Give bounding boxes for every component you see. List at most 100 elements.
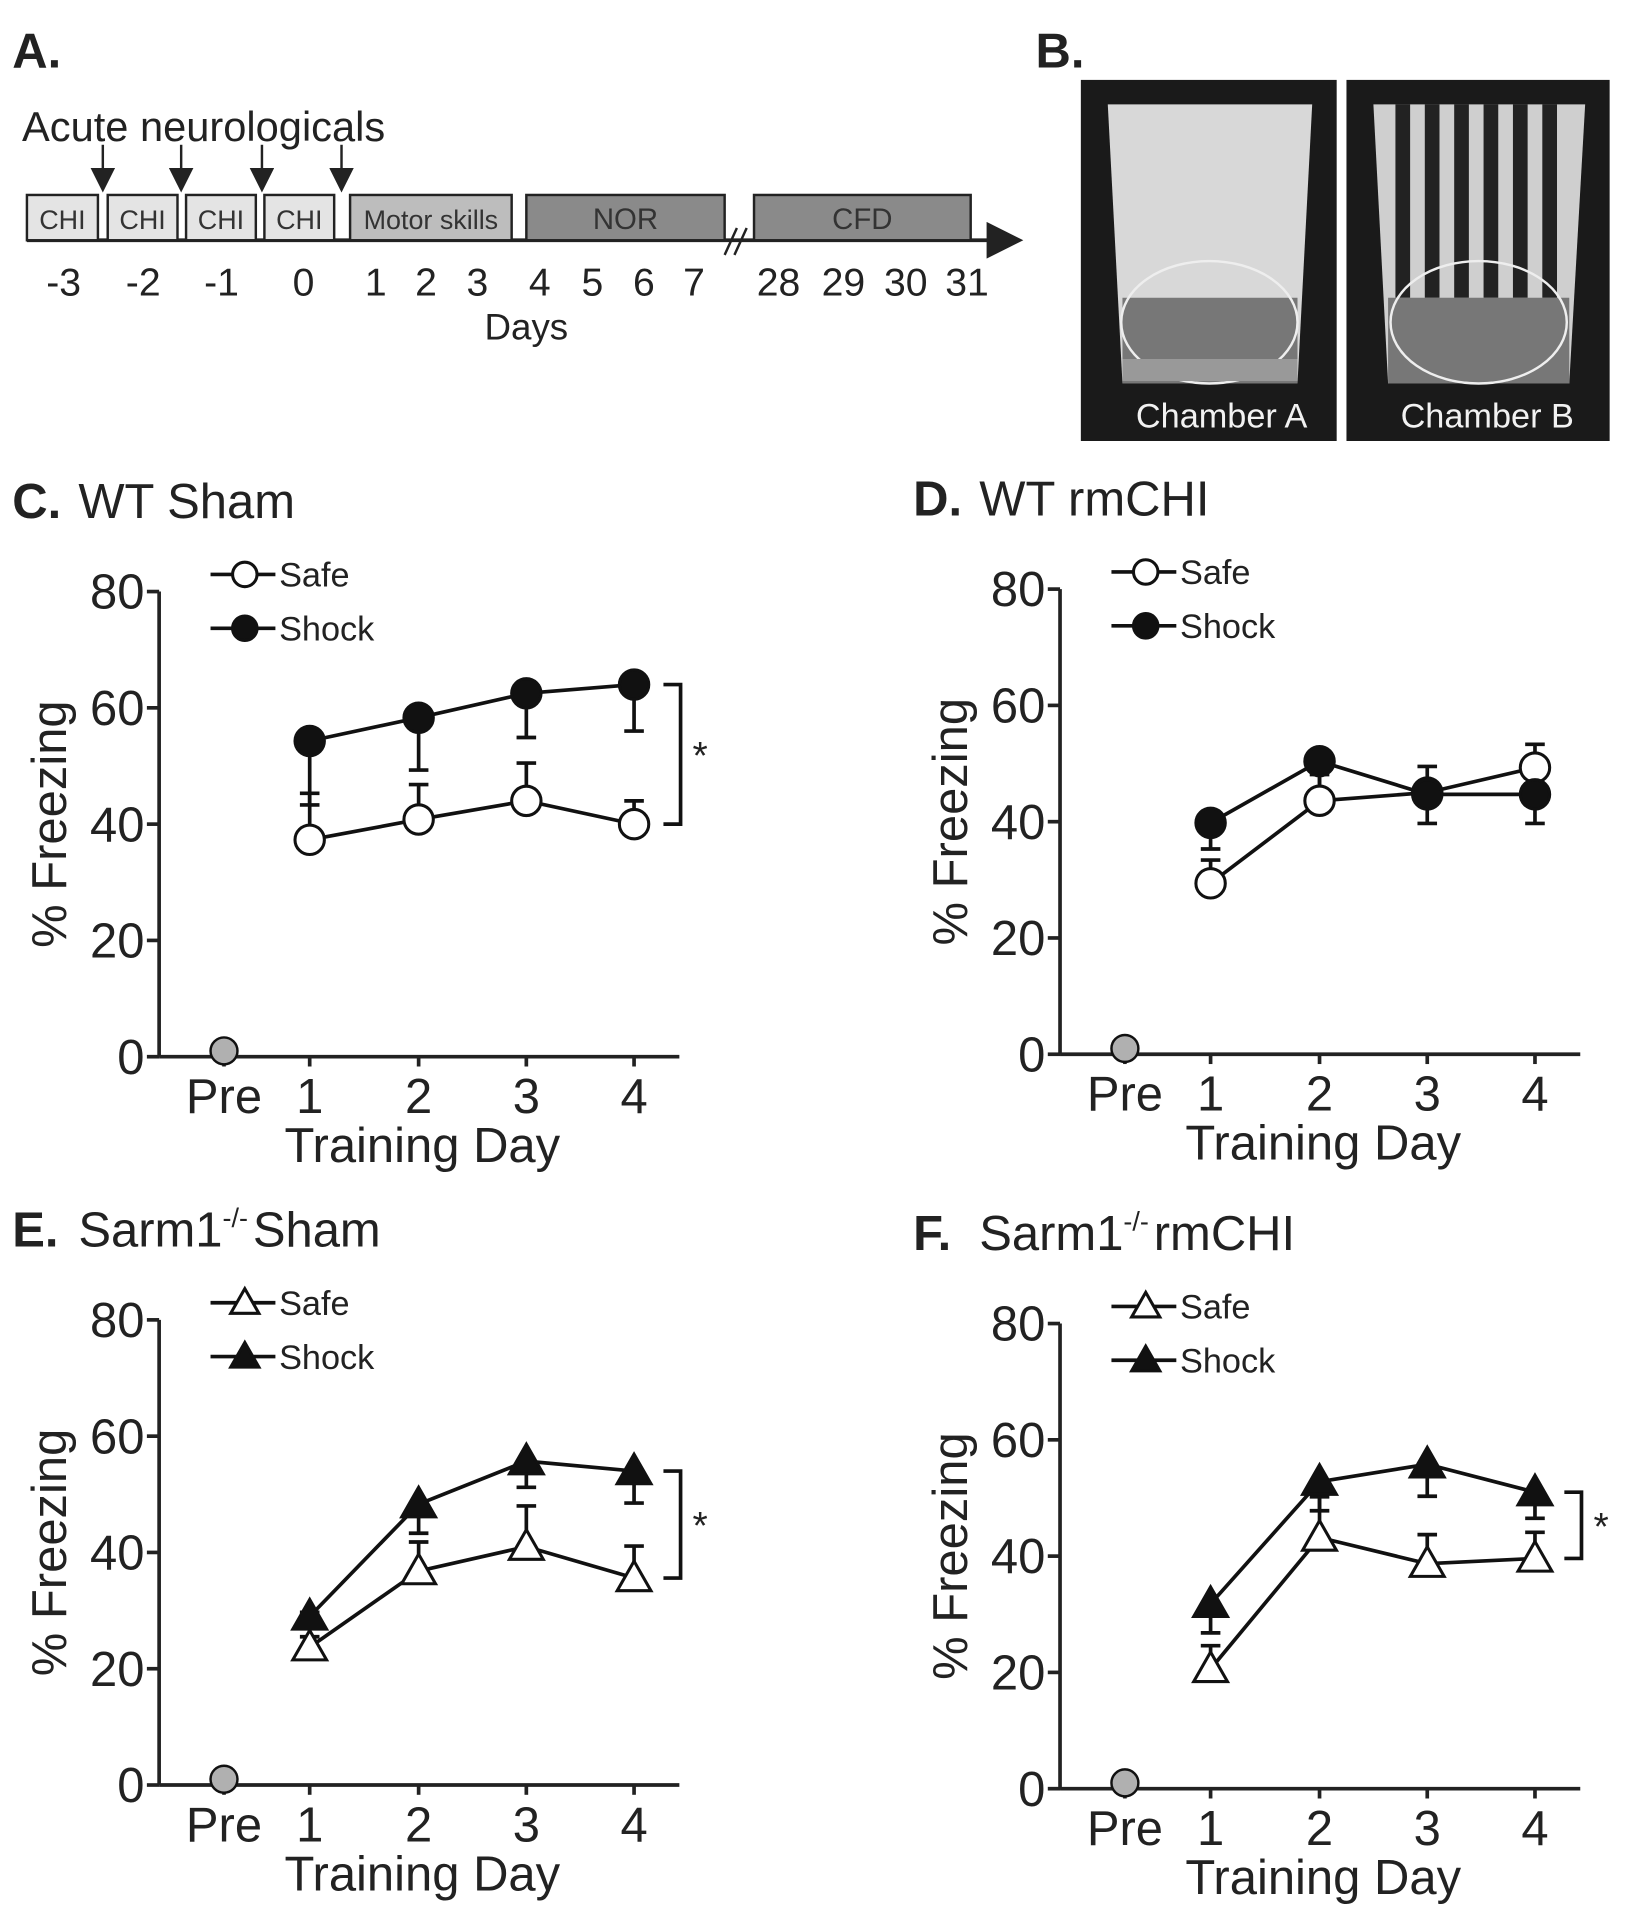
photo-panel: B. Chamber A Chamber B xyxy=(1036,25,1610,441)
day-label: 3 xyxy=(466,261,488,304)
y-tick-label: 0 xyxy=(1018,1763,1045,1817)
data-point xyxy=(1191,1583,1231,1618)
series-line xyxy=(308,1544,635,1649)
data-point xyxy=(231,560,259,589)
data-point xyxy=(614,1558,654,1593)
chart: D. WT rmCHI 0 20 40 60 80 Pre 1 2 3 4 % Freezing Trai… xyxy=(913,473,1581,1171)
x-tick-label: 3 xyxy=(513,1798,540,1852)
y-tick-label: 0 xyxy=(1018,1028,1045,1082)
significance-bracket xyxy=(1564,1490,1584,1561)
legend-label: Shock xyxy=(1180,1343,1276,1381)
day-label: 1 xyxy=(365,261,387,304)
chart: E. Sarm1-/- Sham 0 20 40 60 80 Pre 1 2 3 4 % Freezing… xyxy=(12,1203,708,1901)
day-label: 7 xyxy=(683,261,705,304)
y-tick-label: 40 xyxy=(991,796,1045,850)
series-line xyxy=(309,682,635,743)
data-point xyxy=(290,1627,330,1662)
y-axis-label: % Freezing xyxy=(924,698,978,946)
y-tick-label: 40 xyxy=(991,1530,1045,1584)
x-tick-label: 3 xyxy=(1414,1802,1441,1856)
day-label: 0 xyxy=(293,261,315,304)
y-tick-label: 20 xyxy=(991,1647,1045,1701)
day-label: 5 xyxy=(582,261,604,304)
data-point xyxy=(510,784,543,818)
data-point xyxy=(1194,867,1227,900)
data-point xyxy=(1303,744,1336,778)
y-tick-label: 20 xyxy=(90,1643,144,1697)
y-tick-label: 80 xyxy=(991,1298,1045,1352)
title-part: rmCHI xyxy=(1154,1207,1295,1261)
timeline-box xyxy=(752,193,972,242)
photo-chamber-a xyxy=(1080,79,1337,441)
timeline-days: -3 -2 -1 0 1 2 3 4 5 6 7 28 29 30 31 xyxy=(46,261,989,304)
title-part: -/- xyxy=(223,1203,248,1233)
series-line xyxy=(308,1459,635,1618)
y-axis-label: % Freezing xyxy=(23,1429,77,1677)
timeline-box xyxy=(348,193,513,242)
x-tick-label: Pre xyxy=(1087,1802,1163,1856)
data-point xyxy=(1407,1543,1447,1578)
data-point xyxy=(1303,784,1336,817)
significance-label: * xyxy=(693,1505,708,1548)
significance-bracket xyxy=(663,682,683,826)
data-point xyxy=(617,668,651,701)
data-point xyxy=(1300,1461,1340,1496)
x-tick-label: 4 xyxy=(620,1070,647,1124)
legend-label: Shock xyxy=(279,611,375,649)
axis-label: Days xyxy=(485,306,569,347)
y-tick-label: 80 xyxy=(90,566,144,620)
data-point xyxy=(293,724,326,758)
series-line xyxy=(1209,1462,1536,1606)
data-point xyxy=(510,677,543,710)
timeline-boxes: CHI CHI CHI CHI Motor skills NOR CFD xyxy=(25,193,972,242)
panel-label: F. xyxy=(913,1207,951,1261)
significance-label: * xyxy=(693,735,708,778)
day-label: -3 xyxy=(46,261,81,304)
photo-caption: Chamber A xyxy=(1136,398,1308,436)
series-line xyxy=(1209,765,1536,885)
legend-label: Safe xyxy=(1180,1289,1251,1327)
y-tick-label: 60 xyxy=(90,1410,144,1464)
series-line xyxy=(1209,759,1535,825)
day-label: 29 xyxy=(822,261,866,304)
injury-arrows xyxy=(90,144,354,193)
x-axis-label: Training Day xyxy=(284,1119,560,1173)
data-point xyxy=(1129,1289,1163,1319)
x-tick-label: 1 xyxy=(1197,1068,1224,1122)
data-point xyxy=(614,1451,654,1486)
title-part: Sham xyxy=(253,1203,381,1257)
day-label: -2 xyxy=(126,261,161,304)
data-point xyxy=(1131,558,1160,586)
timeline-box-label: CHI xyxy=(276,205,322,235)
data-point xyxy=(209,1764,239,1794)
y-tick-label: 60 xyxy=(991,1414,1045,1468)
axis-break xyxy=(723,227,748,256)
title-part: Sarm1 xyxy=(78,1203,222,1257)
data-point xyxy=(1411,778,1444,811)
data-point xyxy=(1407,1444,1447,1479)
day-label: -1 xyxy=(204,261,239,304)
chart-title: WT Sham xyxy=(78,475,295,529)
timeline-box xyxy=(25,193,100,242)
x-tick-label: 1 xyxy=(296,1798,323,1852)
data-point xyxy=(402,803,435,836)
timeline-box xyxy=(525,193,726,242)
y-tick-label: 60 xyxy=(90,682,144,736)
timeline-box-label: CHI xyxy=(119,205,165,235)
x-tick-label: 3 xyxy=(513,1070,540,1124)
day-label: 2 xyxy=(415,261,437,304)
data-point xyxy=(1194,806,1227,840)
timeline-heading: Acute neurologicals xyxy=(22,103,385,150)
data-point xyxy=(399,1551,439,1586)
chart: F. Sarm1-/- rmCHI 0 20 40 60 80 Pre 1 2 3 4 % Freezin… xyxy=(913,1207,1609,1905)
data-point xyxy=(1191,1648,1231,1684)
timeline-box xyxy=(263,193,336,242)
timeline-box-label: CFD xyxy=(832,203,892,236)
panel-label: C. xyxy=(12,475,61,529)
data-point xyxy=(1515,1538,1555,1573)
legend-label: Safe xyxy=(279,1285,350,1323)
x-tick-label: 4 xyxy=(620,1798,647,1852)
data-point xyxy=(293,823,326,857)
significance-label: * xyxy=(1593,1506,1608,1549)
